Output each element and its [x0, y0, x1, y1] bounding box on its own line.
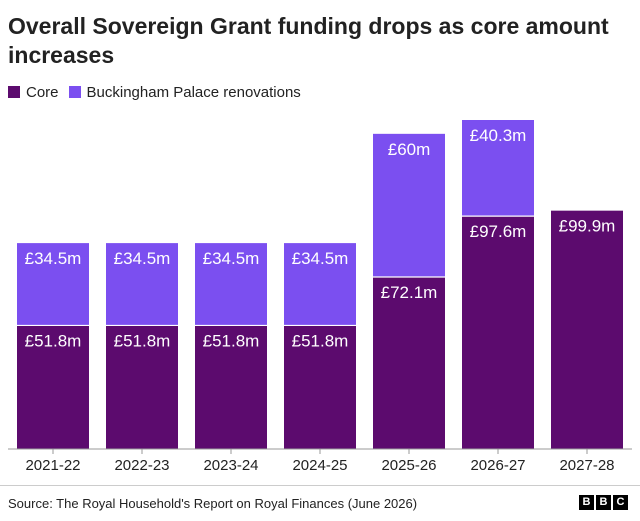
- data-label: £34.5m: [292, 249, 349, 268]
- bbc-logo-letter: B: [596, 495, 611, 510]
- legend: Core Buckingham Palace renovations: [8, 83, 311, 101]
- bar-segment-core-2021-22: [17, 325, 89, 449]
- data-label: £97.6m: [470, 222, 527, 241]
- bar-segment-core-2027-28: [551, 210, 623, 449]
- bar-segment-renovations-2026-27: [462, 120, 534, 217]
- data-label: £51.8m: [25, 331, 82, 350]
- bar-segment-renovations-2025-26: [373, 133, 445, 277]
- source-note: Source: The Royal Household's Report on …: [8, 496, 418, 511]
- bar-segment-renovations-2023-24: [195, 243, 267, 326]
- data-label: £72.1m: [381, 283, 438, 302]
- bar-segment-core-2022-23: [106, 325, 178, 449]
- legend-label-core: Core: [26, 83, 59, 101]
- legend-item-renovations: Buckingham Palace renovations: [68, 83, 301, 101]
- x-tick-label: 2022-23: [114, 457, 169, 474]
- bbc-logo: B B C: [577, 495, 628, 510]
- stacked-bar-chart: £51.8m £34.5m 2021-22 £51.8m £34.5m 2022-23 £5…: [8, 120, 632, 474]
- x-tick-label: 2025-26: [381, 457, 436, 474]
- data-label: £99.9m: [559, 217, 616, 236]
- bbc-logo-letter: C: [613, 495, 628, 510]
- bar-segment-renovations-2021-22: [17, 243, 89, 326]
- bar-segment-renovations-2022-23: [106, 243, 178, 326]
- data-label: £34.5m: [25, 249, 82, 268]
- legend-swatch-core: [8, 86, 20, 98]
- bar-segment-core-2026-27: [462, 216, 534, 449]
- bar-segment-core-2025-26: [373, 276, 445, 449]
- chart-title: Overall Sovereign Grant funding drops as…: [8, 13, 609, 68]
- x-tick-label: 2027-28: [559, 457, 614, 474]
- data-label: £51.8m: [114, 331, 171, 350]
- data-label: £34.5m: [114, 249, 171, 268]
- x-tick-label: 2023-24: [203, 457, 258, 474]
- legend-swatch-renovations: [68, 86, 81, 98]
- footer: Source: The Royal Household's Report on …: [0, 485, 640, 521]
- bbc-logo-letter: B: [579, 495, 594, 510]
- legend-label-renovations: Buckingham Palace renovations: [86, 83, 301, 101]
- data-label: £34.5m: [203, 249, 260, 268]
- x-tick-label: 2021-22: [25, 457, 80, 474]
- data-label: £51.8m: [292, 331, 349, 350]
- bar-segment-core-2024-25: [284, 325, 356, 449]
- data-label: £60m: [388, 140, 431, 159]
- x-tick-label: 2026-27: [470, 457, 525, 474]
- data-label: £51.8m: [203, 331, 260, 350]
- legend-item-core: Core: [8, 84, 59, 101]
- data-label: £40.3m: [470, 126, 527, 145]
- bar-segment-renovations-2024-25: [284, 243, 356, 326]
- bar-segment-core-2023-24: [195, 325, 267, 449]
- x-tick-label: 2024-25: [292, 457, 347, 474]
